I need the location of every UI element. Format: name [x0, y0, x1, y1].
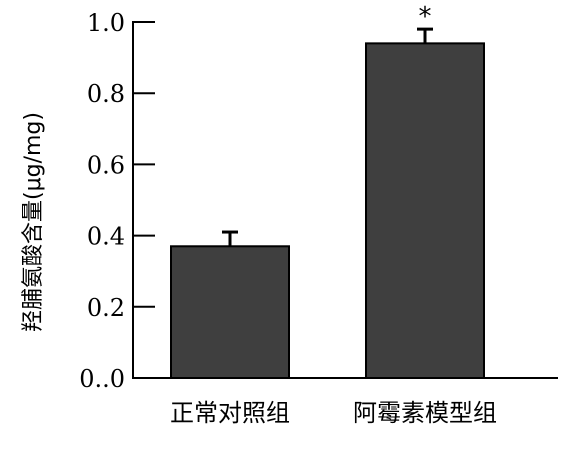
- bars: *: [170, 2, 485, 380]
- bar: [365, 42, 485, 380]
- y-axis-label: 羟脯氨酸含量(μg/mg): [21, 112, 46, 332]
- y-tick-label: 0.8: [87, 80, 125, 108]
- bar: [170, 245, 290, 379]
- y-tick-label: 0.2: [87, 294, 125, 322]
- y-ticks: 0..0 0.2 0.4 0.6 0.8 1.0: [79, 9, 155, 393]
- significance-marker: *: [419, 2, 432, 32]
- x-category-label: 正常对照组: [170, 399, 290, 427]
- x-category-label: 阿霉素模型组: [353, 399, 497, 427]
- x-tick-labels: 正常对照组 阿霉素模型组: [170, 399, 497, 427]
- y-tick-label: 1.0: [87, 9, 125, 37]
- y-tick-label: 0..0: [79, 365, 125, 393]
- y-tick-label: 0.4: [87, 223, 125, 251]
- y-tick-label: 0.6: [87, 151, 125, 179]
